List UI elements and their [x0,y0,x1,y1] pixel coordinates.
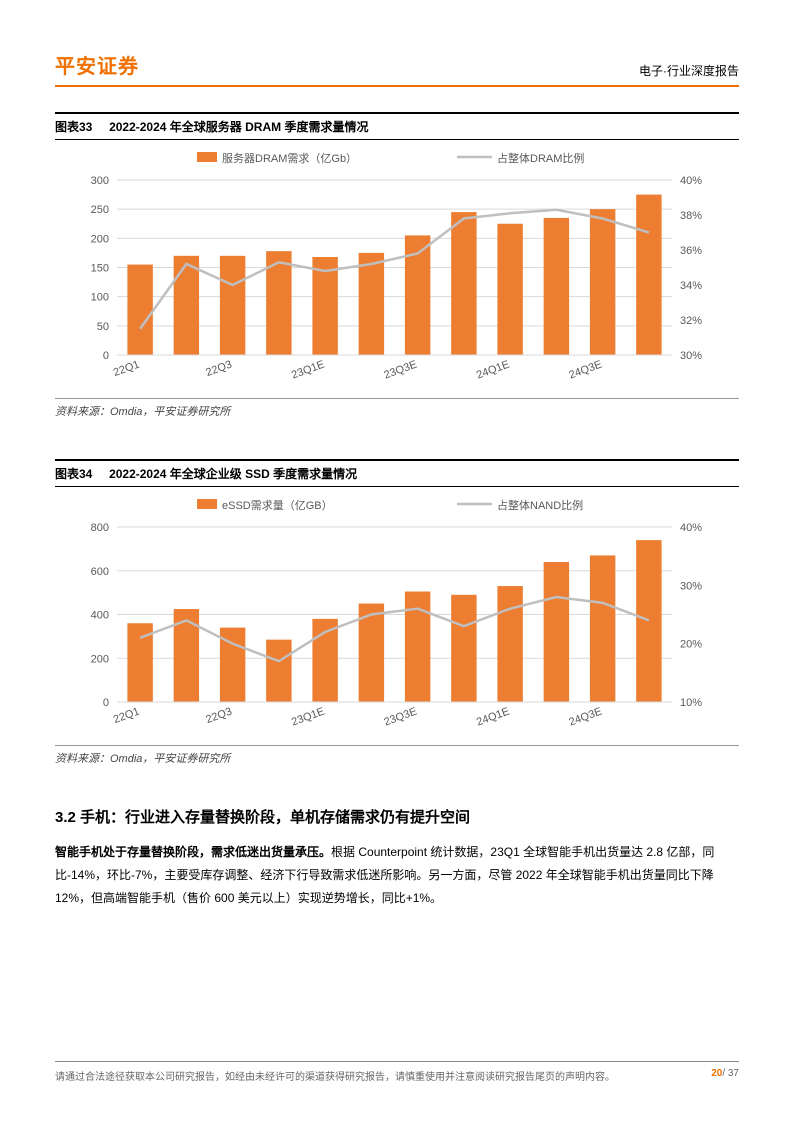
svg-text:38%: 38% [680,210,702,222]
chart-title-text [96,120,106,134]
chart-title-main: 2022-2024 年全球企业级 SSD 季度需求量情况 [109,467,357,481]
page-footer: 请通过合法途径获取本公司研究报告，如经由未经许可的渠道获得研究报告，请慎重使用并… [55,1061,739,1083]
header-rule [55,85,739,87]
svg-text:eSSD需求量（亿GB）: eSSD需求量（亿GB） [222,499,333,512]
svg-text:占整体DRAM比例: 占整体DRAM比例 [497,151,584,165]
svg-text:40%: 40% [680,175,702,187]
footer-page: 20/ 37 [711,1068,739,1083]
chart-title-text [96,467,106,481]
chart-source: 资料来源：Omdia，平安证券研究所 [55,398,739,419]
brand-logo: 平安证券 [55,50,139,79]
chart-title-prefix: 图表34 [55,467,92,481]
svg-text:30%: 30% [680,350,702,362]
svg-text:服务器DRAM需求（亿Gb）: 服务器DRAM需求（亿Gb） [222,152,357,165]
chart-block-33: 图表33 2022-2024 年全球服务器 DRAM 季度需求量情况 服务器DR… [55,112,739,419]
svg-text:200: 200 [91,653,109,665]
page-total: / 37 [722,1068,739,1079]
chart-title-prefix: 图表33 [55,120,92,134]
svg-text:24Q1E: 24Q1E [475,359,511,382]
svg-text:23Q3E: 23Q3E [382,359,418,382]
svg-text:50: 50 [97,321,109,333]
svg-text:250: 250 [91,204,109,216]
section-heading: 3.2 手机：行业进入存量替换阶段，单机存储需求仍有提升空间 [55,806,739,827]
svg-text:占整体NAND比例: 占整体NAND比例 [497,498,583,512]
svg-text:20%: 20% [680,639,702,651]
svg-text:22Q3: 22Q3 [204,706,233,726]
svg-text:34%: 34% [680,280,702,292]
svg-text:23Q1E: 23Q1E [290,706,326,729]
para-lead-bold: 智能手机处于存量替换阶段，需求低迷出货量承压。 [55,845,331,859]
svg-text:36%: 36% [680,245,702,257]
svg-text:200: 200 [91,233,109,245]
svg-text:23Q3E: 23Q3E [382,706,418,729]
body-paragraph: 智能手机处于存量替换阶段，需求低迷出货量承压。根据 Counterpoint 统… [55,841,739,909]
header-category: 电子·行业深度报告 [639,62,739,79]
svg-text:300: 300 [91,175,109,187]
chart-block-34: 图表34 2022-2024 年全球企业级 SSD 季度需求量情况 eSSD需求… [55,459,739,766]
svg-text:150: 150 [91,263,109,275]
svg-text:40%: 40% [680,522,702,534]
svg-text:0: 0 [103,697,109,709]
svg-text:24Q3E: 24Q3E [567,359,603,382]
svg-text:22Q1: 22Q1 [112,359,141,379]
chart-title-main: 2022-2024 年全球服务器 DRAM 季度需求量情况 [109,120,368,134]
svg-text:400: 400 [91,610,109,622]
chart-33-svg: 服务器DRAM需求（亿Gb） 占整体DRAM比例 0 50 100 150 200 250 30… [67,150,727,390]
chart-source: 资料来源：Omdia，平安证券研究所 [55,745,739,766]
chart-title-bar: 图表33 2022-2024 年全球服务器 DRAM 季度需求量情况 [55,112,739,140]
chart-34-svg: eSSD需求量（亿GB） 占整体NAND比例 0 200 400 600 800 10% 20%… [67,497,727,737]
svg-text:22Q3: 22Q3 [204,359,233,379]
page-current: 20 [711,1068,722,1079]
svg-text:10%: 10% [680,697,702,709]
svg-text:22Q1: 22Q1 [112,706,141,726]
svg-text:0: 0 [103,350,109,362]
svg-text:24Q3E: 24Q3E [567,706,603,729]
svg-text:32%: 32% [680,315,702,327]
chart-title-bar: 图表34 2022-2024 年全球企业级 SSD 季度需求量情况 [55,459,739,487]
svg-text:30%: 30% [680,580,702,592]
svg-text:100: 100 [91,292,109,304]
footer-rule [55,1061,739,1062]
svg-text:23Q1E: 23Q1E [290,359,326,382]
footer-disclaimer: 请通过合法途径获取本公司研究报告，如经由未经许可的渠道获得研究报告，请慎重使用并… [55,1068,615,1083]
svg-text:600: 600 [91,566,109,578]
svg-text:24Q1E: 24Q1E [475,706,511,729]
svg-text:800: 800 [91,522,109,534]
page-header: 平安证券 电子·行业深度报告 [55,50,739,79]
